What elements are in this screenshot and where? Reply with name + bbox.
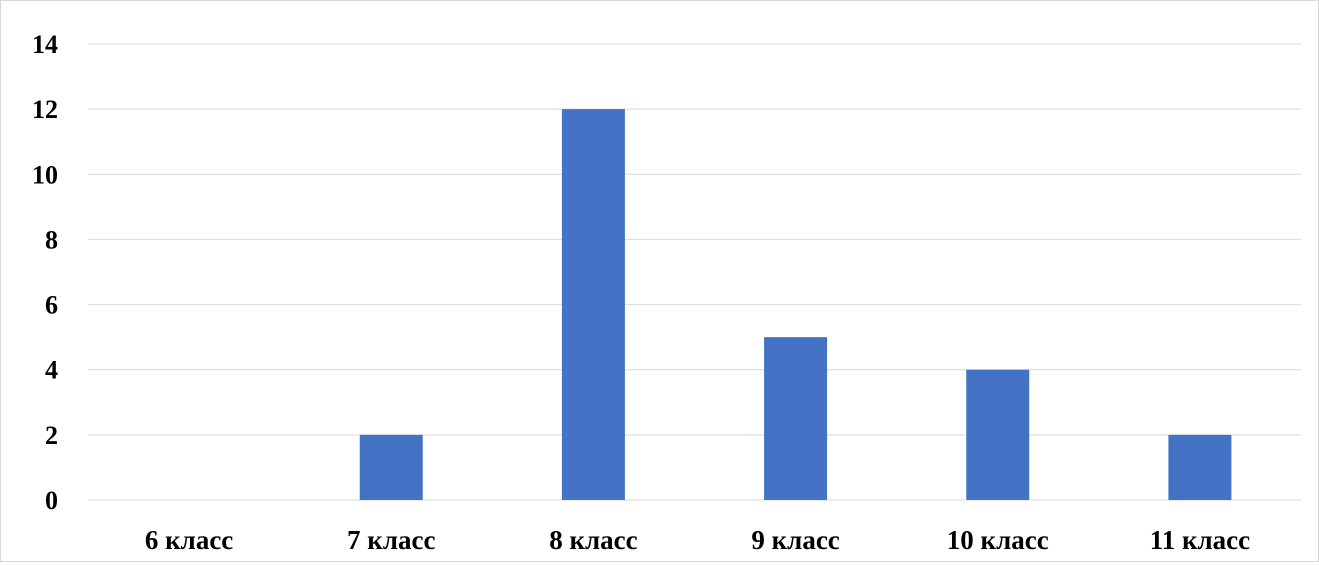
x-axis-ticks: 6 класс 7 класс 8 класс 9 класс 10 класс 11 к… <box>145 525 1250 555</box>
bar-4 <box>764 337 828 500</box>
x-tick-label: 8 класс <box>549 525 637 555</box>
bar-2 <box>359 434 423 500</box>
y-tick-label: 8 <box>45 225 58 254</box>
y-tick-label: 10 <box>32 160 58 189</box>
bars <box>359 109 1232 501</box>
bar-3 <box>561 109 625 501</box>
gridlines <box>88 43 1301 501</box>
x-tick-label: 11 класс <box>1150 525 1250 555</box>
x-tick-label: 7 класс <box>347 525 435 555</box>
y-tick-label: 12 <box>32 95 58 124</box>
y-axis-ticks: 0 2 4 6 8 10 12 14 <box>32 30 58 515</box>
y-tick-label: 4 <box>45 356 58 385</box>
x-tick-label: 9 класс <box>751 525 839 555</box>
x-tick-label: 10 класс <box>947 525 1049 555</box>
y-tick-label: 6 <box>45 291 58 320</box>
bar-5 <box>966 369 1030 500</box>
y-tick-label: 14 <box>32 30 58 59</box>
y-tick-label: 2 <box>45 421 58 450</box>
x-tick-label: 6 класс <box>145 525 233 555</box>
y-tick-label: 0 <box>45 486 58 515</box>
bar-6 <box>1168 434 1232 500</box>
